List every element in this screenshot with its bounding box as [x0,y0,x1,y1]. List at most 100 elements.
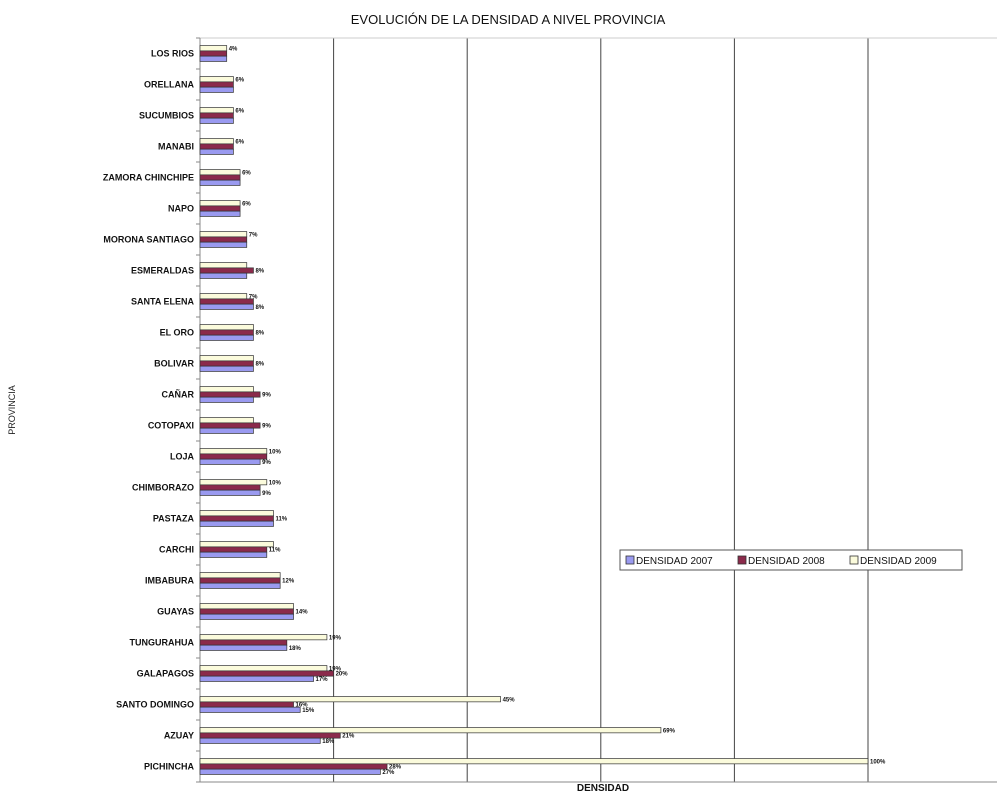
category-labels: LOS RIOS ORELLANA SUCUMBIOS MANABI ZAMORA CH… [103,49,195,772]
category-label: MANABI [158,142,194,152]
category-label: PICHINCHA [144,762,195,772]
bar-densidad-2008 [199,639,288,646]
bar-densidad-2008 [199,608,294,615]
bar-densidad-2008 [199,732,341,739]
bar-densidad-2008 [199,329,254,336]
bar-densidad-2008 [199,267,254,274]
bar-densidad-2008 [199,391,261,398]
category-label: LOS RIOS [151,49,194,59]
data-label: 8% [255,362,264,368]
bar-densidad-2009 [199,727,662,734]
data-label: 15% [302,708,315,714]
bar-densidad-2008 [199,763,388,770]
bar-densidad-2007 [199,458,261,465]
data-label: 10% [269,480,282,486]
y-axis-label: PROVINCIA [7,385,17,435]
bar-densidad-2008 [199,577,281,584]
bar-densidad-2009 [199,510,274,517]
category-label: LOJA [170,452,195,462]
chart-title: EVOLUCIÓN DE LA DENSIDAD A NIVEL PROVINC… [351,12,666,27]
legend-swatch-2008 [737,555,747,565]
data-label: 9% [262,491,271,497]
bar-densidad-2008 [199,298,254,305]
category-label: IMBABURA [145,576,194,586]
category-label: CAÑAR [162,390,195,400]
legend: DENSIDAD 2007 DENSIDAD 2008 DENSIDAD 200… [619,549,963,571]
data-label: 18% [289,646,302,652]
bar-densidad-2008 [199,50,228,57]
data-label: 6% [235,108,244,114]
bar-densidad-2008 [199,236,248,243]
bar-densidad-2008 [199,670,334,677]
data-label: 17% [316,677,329,683]
data-label: 12% [282,579,295,585]
data-label: 9% [262,460,271,466]
data-label: 8% [255,305,264,311]
bar-densidad-2007 [199,551,268,558]
legend-box [619,549,963,571]
bar-densidad-2007 [199,489,261,496]
bar-densidad-2009 [199,758,869,765]
bar-densidad-2007 [199,396,254,403]
data-label: 14% [296,610,309,616]
category-label: ORELLANA [144,80,194,90]
data-label: 6% [242,201,251,207]
bar-densidad-2007 [199,613,294,620]
bar-densidad-2009 [199,107,234,114]
data-label: 11% [269,548,281,554]
category-label: SANTA ELENA [131,297,195,307]
bar-densidad-2008 [199,174,241,181]
bar-densidad-2009 [199,634,328,641]
bar-densidad-2008 [199,422,261,429]
grid [196,37,997,783]
bar-densidad-2009 [199,45,228,52]
legend-label-2009: DENSIDAD 2009 [860,556,937,567]
legend-swatch-2007 [625,555,635,565]
data-label: 16% [296,703,309,709]
data-label: 69% [663,728,676,734]
bar-densidad-2008 [199,701,294,708]
data-label: 28% [389,765,402,771]
bar-densidad-2009 [199,665,328,672]
data-label: 8% [255,331,264,337]
bar-densidad-2009 [199,696,501,703]
bar-densidad-2007 [199,706,301,713]
data-label: 100% [870,759,886,765]
bar-densidad-2008 [199,205,241,212]
data-label: 6% [235,77,244,83]
data-label: 45% [503,697,516,703]
bar-densidad-2008 [199,112,234,119]
bar-densidad-2007 [199,55,228,62]
bar-densidad-2007 [199,303,254,310]
bar-densidad-2009 [199,448,268,455]
category-label: ESMERALDAS [131,266,194,276]
legend-swatch-2009 [849,555,859,565]
data-label: 19% [329,666,342,672]
bar-densidad-2007 [199,241,248,248]
bar-densidad-2007 [199,86,234,93]
category-label: GUAYAS [157,607,194,617]
category-label: EL ORO [160,328,194,338]
category-label: ZAMORA CHINCHIPE [103,173,194,183]
bar-densidad-2009 [199,386,254,393]
bar-densidad-2009 [199,138,234,145]
bar-densidad-2009 [199,324,254,331]
data-label: 27% [382,770,395,776]
bar-densidad-2007 [199,737,321,744]
data-label: 4% [229,46,238,52]
data-label: 6% [242,170,251,176]
bar-densidad-2009 [199,572,281,579]
category-label: CARCHI [159,545,194,555]
legend-label-2008: DENSIDAD 2008 [748,556,825,567]
bar-densidad-2007 [199,148,234,155]
x-axis-label: DENSIDAD [577,783,629,794]
data-label: 7% [249,294,258,300]
bar-densidad-2008 [199,143,234,150]
bar-densidad-2008 [199,546,268,553]
bar-densidad-2007 [199,117,234,124]
data-label: 7% [249,232,258,238]
data-labels: 4% 6% 6% 6% 6% 6% 7% 8% 7% 8% 8% 8% 9% 9% 10% 9% 10% 9% 11… [229,46,886,776]
category-label: SUCUMBIOS [139,111,194,121]
bar-densidad-2008 [199,484,261,491]
